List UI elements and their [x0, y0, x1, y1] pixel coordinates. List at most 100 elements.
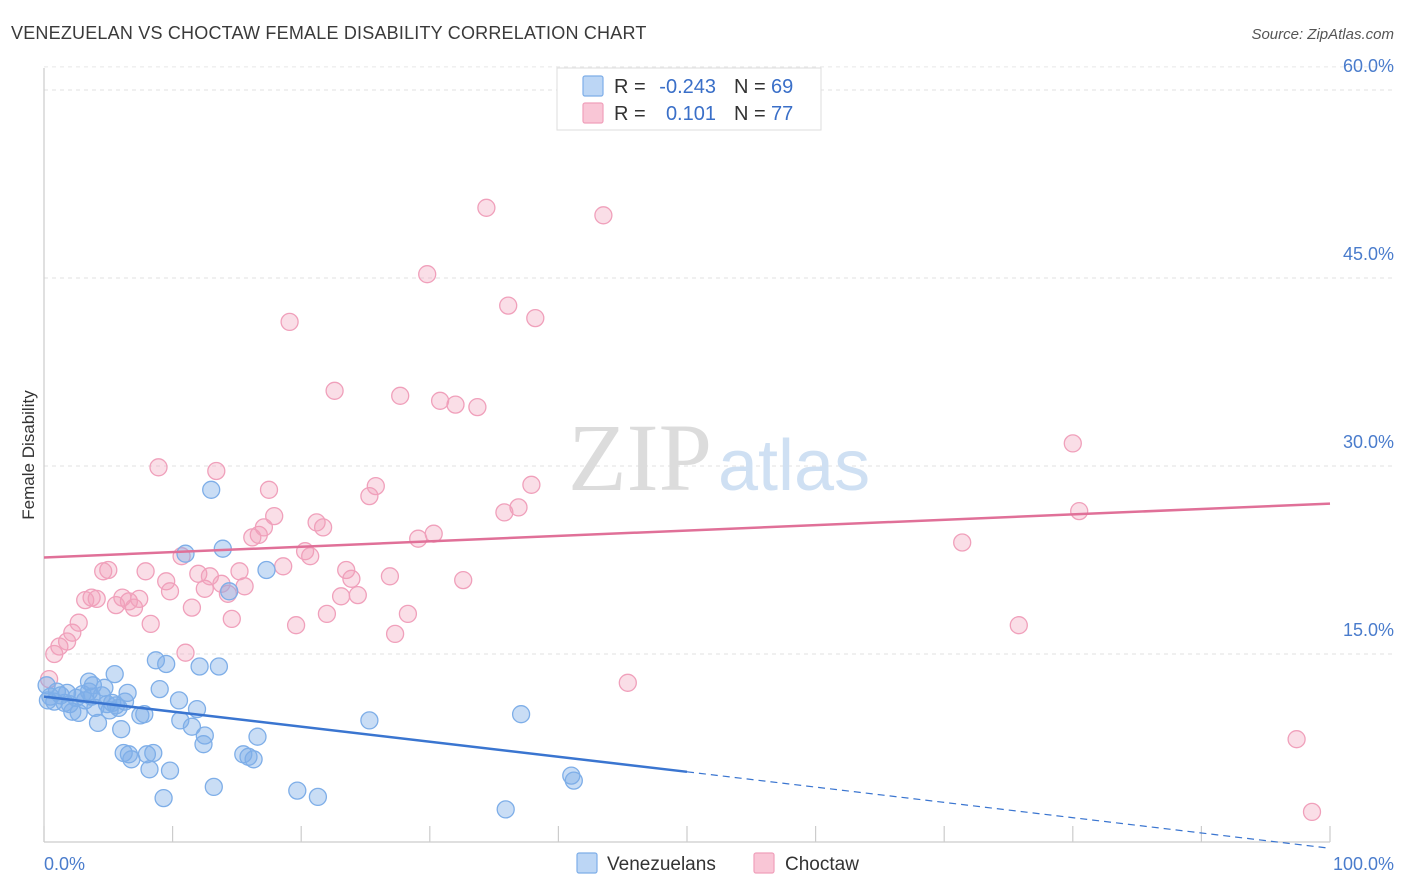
- legend-swatch-venezuelans: [582, 75, 604, 97]
- y-tick-label-2: 45.0%: [1343, 244, 1394, 264]
- x-tick-label-max: 100.0%: [1333, 854, 1394, 874]
- venezuelan-point-59: [248, 727, 267, 746]
- choctaw-point-5: [69, 613, 88, 632]
- choctaw-point-8: [87, 589, 106, 609]
- venezuelan-point-32: [122, 750, 141, 769]
- choctaw-point-14: [124, 598, 144, 617]
- venezuelan-point-55: [220, 582, 239, 601]
- chart-source: Source: ZipAtlas.com: [1251, 26, 1394, 43]
- choctaw-point-72: [953, 533, 972, 552]
- choctaw-point-38: [274, 557, 293, 576]
- choctaw-point-3: [57, 632, 77, 651]
- choctaw-point-52: [366, 476, 385, 496]
- venezuelan-point-58: [244, 750, 263, 769]
- chart-title: VENEZUELAN VS CHOCTAW FEMALE DISABILITY …: [11, 23, 647, 43]
- choctaw-point-73: [1009, 616, 1028, 635]
- choctaw-point-76: [1287, 730, 1306, 749]
- y-tick-label-1: 30.0%: [1343, 432, 1394, 452]
- choctaw-point-71: [618, 673, 637, 692]
- venezuelan-point-38: [146, 651, 166, 670]
- choctaw-point-23: [182, 598, 202, 617]
- venezuelan-point-6: [57, 683, 77, 703]
- venezuelan-point-68: [38, 691, 58, 710]
- venezuelan-point-67: [564, 771, 583, 790]
- choctaw-point-68: [522, 475, 541, 494]
- choctaw-point-60: [430, 391, 450, 410]
- choctaw-point-16: [136, 562, 155, 581]
- choctaw-point-42: [301, 547, 320, 566]
- series-legend-label-venezuelans: Venezuelans: [607, 854, 716, 875]
- series-legend-swatch-choctaw: [753, 852, 775, 874]
- choctaw-point-61: [446, 395, 465, 414]
- watermark-zip: ZIP: [568, 404, 712, 511]
- venezuelan-point-43: [169, 691, 189, 710]
- choctaw-point-24: [189, 564, 208, 583]
- venezuelan-point-48: [190, 657, 209, 676]
- choctaw-point-15: [130, 589, 149, 609]
- choctaw-point-48: [337, 560, 356, 580]
- venezuelan-point-36: [144, 743, 163, 763]
- choctaw-point-58: [418, 265, 437, 284]
- watermark-atlas: atlas: [718, 426, 870, 506]
- venezuelan-point-29: [118, 683, 137, 703]
- venezuelan-point-63: [360, 711, 379, 730]
- choctaw-point-50: [348, 585, 367, 605]
- choctaw-point-44: [313, 518, 333, 537]
- legend-n-label-1: N =: [734, 76, 766, 98]
- series-legend-label-choctaw: Choctaw: [785, 854, 859, 875]
- venezuelan-point-52: [204, 777, 223, 797]
- choctaw-point-18: [149, 458, 168, 477]
- choctaw-point-77: [1302, 802, 1322, 822]
- choctaw-point-56: [398, 604, 418, 624]
- choctaw-point-32: [235, 577, 254, 596]
- choctaw-point-35: [254, 518, 274, 537]
- legend-r-value-1: -0.243: [659, 76, 716, 98]
- venezuelan-point-64: [496, 800, 515, 819]
- choctaw-point-51: [360, 486, 379, 506]
- venezuelan-point-50: [195, 726, 214, 745]
- choctaw-point-28: [212, 574, 231, 593]
- venezuelan-point-35: [137, 745, 157, 764]
- venezuelan-point-31: [119, 745, 139, 764]
- y-tick-labels: 15.0% 30.0% 45.0% 60.0%: [1343, 56, 1394, 640]
- choctaw-point-49: [342, 569, 361, 588]
- watermark: ZIP atlas: [568, 404, 870, 511]
- choctaw-point-65: [495, 503, 514, 522]
- choctaw-point-40: [286, 616, 306, 635]
- y-tick-label-3: 60.0%: [1343, 56, 1394, 76]
- y-tick-label-0: 15.0%: [1343, 620, 1394, 640]
- choctaw-point-54: [385, 624, 405, 644]
- choctaw-point-66: [499, 296, 518, 315]
- choctaw-point-69: [526, 308, 545, 328]
- venezuelan-point-25: [105, 664, 124, 684]
- choctaw-point-75: [1070, 501, 1089, 521]
- choctaw-point-55: [391, 386, 410, 405]
- choctaw-point-47: [331, 587, 351, 606]
- choctaw-point-22: [176, 643, 195, 662]
- legend-n-value-2: 77: [771, 103, 793, 125]
- legend-n-value-1: 69: [771, 76, 793, 98]
- venezuelan-point-37: [140, 760, 159, 779]
- legend-r-value-2: 0.101: [666, 103, 716, 125]
- correlation-legend: R = -0.243 N = 69 R = 0.101 N = 77: [556, 67, 822, 131]
- venezuelan-point-45: [176, 544, 195, 563]
- choctaw-point-39: [280, 312, 299, 332]
- legend-r-label-1: R =: [614, 76, 646, 98]
- venezuelan-point-61: [288, 781, 307, 800]
- trend-lines: [43, 502, 1331, 849]
- choctaw-point-30: [222, 609, 241, 629]
- choctaw-point-70: [594, 206, 613, 225]
- series-legend: Venezuelans Choctaw: [576, 852, 859, 875]
- venezuelan-point-8: [63, 702, 82, 721]
- venezuelan-point-46: [182, 717, 202, 736]
- choctaw-point-17: [141, 614, 160, 634]
- venezuelan-point-27: [112, 720, 131, 739]
- choctaw-trend-line: [43, 502, 1331, 559]
- choctaw-point-64: [477, 198, 496, 217]
- legend-r-label-2: R =: [614, 103, 646, 125]
- choctaw-point-57: [409, 529, 428, 548]
- choctaw-point-36: [259, 480, 279, 499]
- choctaw-points: [39, 198, 1322, 822]
- choctaw-point-27: [207, 461, 226, 481]
